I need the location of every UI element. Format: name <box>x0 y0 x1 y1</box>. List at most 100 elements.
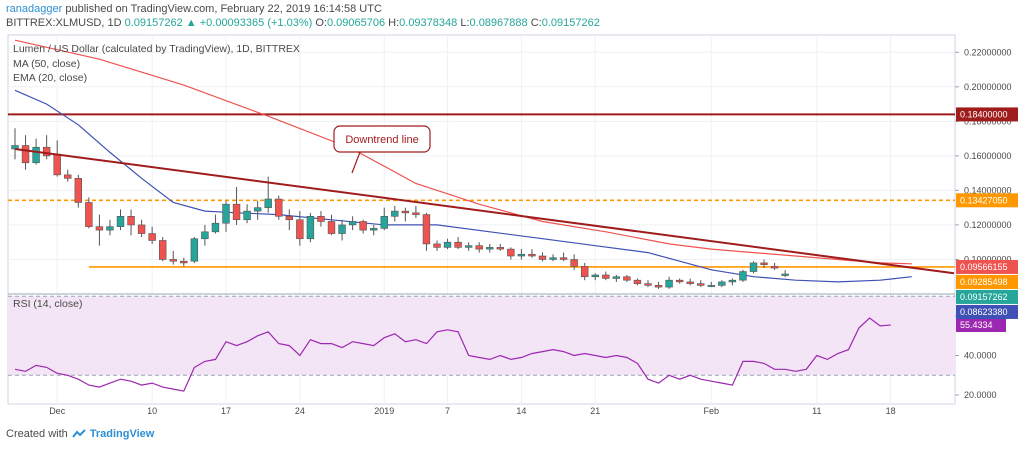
candle <box>106 219 114 236</box>
candle <box>591 273 599 281</box>
candle-body <box>686 281 694 284</box>
candle-body <box>602 274 610 279</box>
candle <box>285 209 293 231</box>
candle <box>180 257 188 267</box>
candle <box>570 254 578 270</box>
footer: Created with TradingView <box>6 428 154 440</box>
price-chart[interactable]: 0.220000000.200000000.180000000.16000000… <box>0 0 1024 420</box>
candle-body <box>718 281 726 286</box>
candle-body <box>760 262 768 265</box>
rsi-line <box>14 317 891 392</box>
callout-label: Downtrend line <box>345 134 418 146</box>
candle-body <box>275 198 283 217</box>
candle <box>507 247 515 260</box>
open-label: O: <box>315 17 327 29</box>
candle <box>21 135 30 170</box>
trendline-path <box>14 147 955 275</box>
candle <box>359 219 367 234</box>
rsi-current-tag <box>956 318 1006 333</box>
candle-body <box>211 222 220 233</box>
rsi-band-fill <box>8 296 955 376</box>
candle-body <box>739 271 747 281</box>
y-tick-label: 0.10000000 <box>964 254 1012 264</box>
candle <box>148 226 156 244</box>
candle <box>749 261 758 274</box>
candle-body <box>728 279 737 283</box>
y-tick-label: 0.22000000 <box>964 47 1012 57</box>
candle <box>380 207 388 231</box>
candle-body <box>285 216 293 221</box>
price-tag <box>956 107 1018 122</box>
candle <box>686 278 694 286</box>
candle <box>602 271 610 281</box>
candle-body <box>507 248 515 257</box>
candle <box>348 216 357 231</box>
candle-body <box>159 240 167 260</box>
x-tick-label: 10 <box>147 406 157 416</box>
candle-body <box>53 153 61 176</box>
candle-body <box>770 266 779 269</box>
x-tick-label: 2019 <box>374 406 394 416</box>
horizontal-levels <box>8 113 955 268</box>
brand-label[interactable]: TradingView <box>89 428 155 440</box>
price-tag-label: 0.13427050 <box>960 195 1008 205</box>
created-with-label: Created with <box>6 428 68 440</box>
price-tag-label: 0.08623380 <box>960 307 1008 317</box>
candle-body <box>232 203 241 221</box>
candle-body <box>644 283 652 286</box>
candle <box>707 281 716 288</box>
candle <box>528 249 536 258</box>
candle-body <box>464 245 473 248</box>
rsi-tick-label: 20.0000 <box>964 390 997 400</box>
low-label: L: <box>460 17 470 29</box>
x-tick-label: 7 <box>445 406 450 416</box>
candle <box>675 278 684 284</box>
author-link[interactable]: ranadagger <box>6 3 63 15</box>
callout-box <box>333 125 431 153</box>
candle-body <box>116 216 125 227</box>
price-tags: 0.18400000 0.13427050 0.09566155 0.09285498… <box>956 107 1018 319</box>
candle-body <box>570 259 578 267</box>
candle <box>697 280 705 288</box>
symbol-label: BITTREX:XLMUSD, 1D <box>6 17 122 29</box>
candle-body <box>538 255 547 260</box>
candle-body <box>95 226 104 231</box>
candle <box>232 186 241 225</box>
candle <box>559 252 568 262</box>
candle-body <box>21 145 30 164</box>
x-tick-label: 24 <box>295 406 305 416</box>
price-tag <box>956 289 1018 304</box>
candle <box>475 242 483 253</box>
candle-body <box>496 247 504 250</box>
candle-body <box>422 214 431 245</box>
candle-body <box>486 247 494 250</box>
candle <box>169 250 177 265</box>
candle-body <box>137 224 146 234</box>
candle <box>201 224 209 246</box>
candle <box>580 262 589 281</box>
candle <box>275 195 283 220</box>
candle-body <box>412 212 420 215</box>
ohlc-line: BITTREX:XLMUSD, 1D 0.09157262 ▲ +0.00093… <box>6 17 600 29</box>
published-text: published on TradingView.com, February 2… <box>65 3 382 15</box>
candle <box>633 278 642 286</box>
candle-body <box>264 198 272 208</box>
rsi-current-label: 55.4334 <box>960 320 993 330</box>
candle <box>412 205 420 219</box>
candle-body <box>707 285 716 287</box>
candle-body <box>327 221 336 234</box>
candle-body <box>380 216 388 229</box>
candle <box>327 214 336 236</box>
chart-frame <box>7 34 956 405</box>
candle <box>401 207 410 222</box>
candle <box>728 278 737 286</box>
candle <box>296 211 304 246</box>
candle <box>11 128 19 160</box>
candle <box>85 197 93 229</box>
candle-body <box>391 210 399 217</box>
close-label: C: <box>530 17 542 29</box>
candle <box>190 237 199 263</box>
candle-body <box>675 279 684 283</box>
candle-body <box>528 253 536 257</box>
